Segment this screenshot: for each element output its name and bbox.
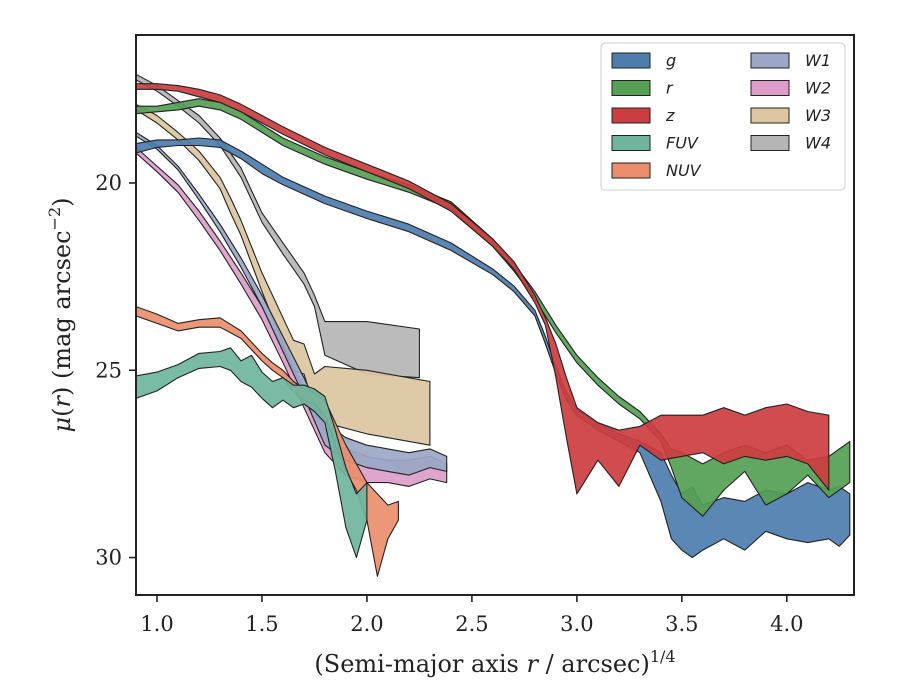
y-axis-label: μ(r) (mag arcsec−2): [45, 197, 76, 432]
x-tick-label: 2.0: [350, 612, 383, 636]
legend-label-NUV: NUV: [666, 161, 702, 180]
legend-label-W1: W1: [805, 51, 831, 70]
plot-frame: [135, 34, 855, 596]
legend-swatch-NUV: [611, 162, 651, 179]
legend-swatch-r: [611, 80, 651, 96]
legend-swatch-FUV: [611, 135, 651, 151]
legend-label-z: z: [665, 106, 675, 125]
x-tick-label: 1.0: [140, 612, 173, 636]
x-axis-label: (Semi-major axis r / arcsec)1/4: [314, 647, 675, 678]
band-z: [136, 83, 830, 495]
band-FUV: [136, 347, 368, 559]
profile-bands: [136, 73, 851, 577]
y-tick-label: 20: [95, 171, 122, 195]
legend-swatch-W4: [750, 135, 790, 151]
legend-swatch-W3: [750, 107, 790, 124]
legend-label-W2: W2: [805, 79, 831, 98]
band-W3: [136, 103, 431, 446]
x-tick-label: 3.5: [665, 612, 698, 636]
band-NUV: [136, 306, 399, 577]
band-g: [136, 137, 851, 559]
legend-label-W4: W4: [805, 134, 831, 153]
x-tick-label: 2.5: [455, 612, 488, 636]
legend: grz FUV NUV W1 W2 W3 W4: [600, 42, 846, 191]
legend-swatch-W2: [750, 80, 790, 96]
x-axis: 1.0 1.5 2.0 2.5 3.0 3.5 4.0: [140, 595, 804, 636]
legend-label-W3: W3: [805, 106, 831, 125]
legend-label-g: g: [666, 51, 676, 70]
x-tick-label: 4.0: [770, 612, 803, 636]
legend-swatch-z: [611, 107, 651, 124]
legend-label-r: r: [666, 79, 674, 98]
y-tick-label: 30: [95, 546, 122, 570]
legend-swatch-g: [611, 52, 651, 69]
band-W1: [136, 131, 448, 476]
y-axis: 20 25 30: [95, 171, 136, 570]
x-tick-label: 1.5: [245, 612, 278, 636]
x-tick-label: 3.0: [560, 612, 593, 636]
legend-swatch-W1: [750, 52, 790, 69]
legend-box: [600, 42, 846, 191]
legend-label-FUV: FUV: [666, 134, 699, 153]
y-tick-label: 25: [95, 358, 122, 382]
band-W2: [136, 146, 448, 487]
